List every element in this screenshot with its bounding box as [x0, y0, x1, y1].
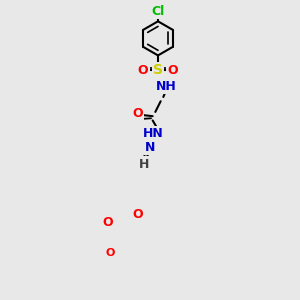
- Text: O: O: [132, 107, 143, 120]
- Text: O: O: [106, 248, 115, 258]
- Text: N: N: [145, 141, 156, 154]
- Text: O: O: [132, 208, 142, 221]
- Text: O: O: [103, 216, 113, 229]
- Text: O: O: [168, 64, 178, 77]
- Text: Cl: Cl: [152, 5, 165, 18]
- Text: O: O: [138, 64, 148, 77]
- Text: S: S: [153, 63, 163, 77]
- Text: NH: NH: [156, 80, 176, 93]
- Text: H: H: [138, 158, 149, 171]
- Text: HN: HN: [143, 127, 164, 140]
